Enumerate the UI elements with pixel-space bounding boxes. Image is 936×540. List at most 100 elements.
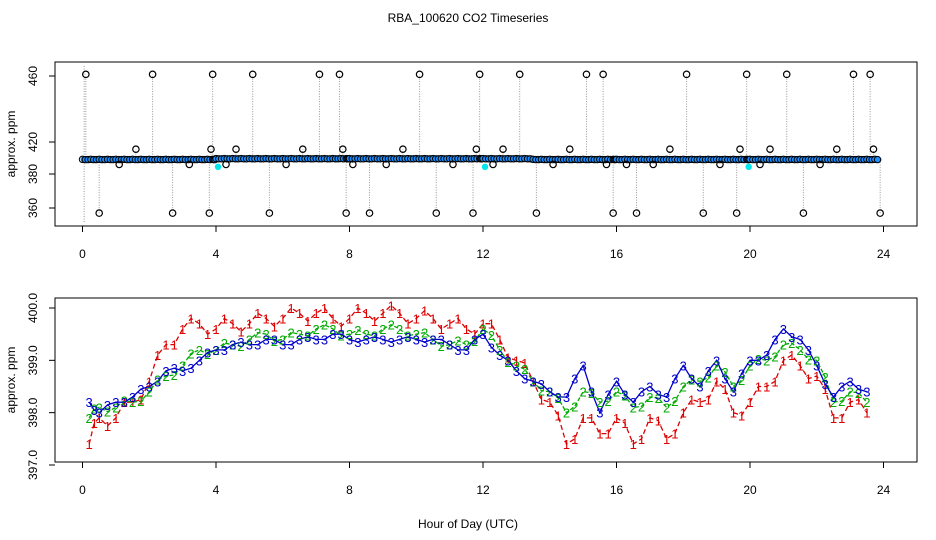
series-2-marker: 2 — [279, 332, 286, 347]
spike-point — [432, 209, 441, 217]
series-1-marker: 1 — [671, 427, 678, 442]
series-2-marker: 2 — [713, 359, 720, 374]
series-3-marker: 3 — [279, 338, 286, 353]
series-1-marker: 1 — [780, 353, 787, 368]
series-2-marker: 2 — [338, 329, 345, 344]
series-3-marker: 3 — [446, 338, 453, 353]
series-3-marker: 3 — [271, 332, 278, 347]
spike-point — [609, 209, 617, 217]
spike-point — [682, 70, 691, 79]
series-1-marker: 1 — [538, 393, 545, 408]
series-1-marker: 1 — [346, 311, 353, 326]
series-2-marker: 2 — [429, 332, 436, 347]
series-1-marker: 1 — [146, 374, 153, 389]
spike-point — [756, 160, 764, 169]
flagged-point — [481, 163, 489, 170]
top-x-tick-label: 4 — [213, 247, 220, 261]
series-1-marker: 1 — [730, 406, 737, 421]
series-1-marker: 1 — [571, 432, 578, 447]
series-3-marker: 3 — [730, 385, 737, 400]
top-x-tick-label: 16 — [610, 247, 624, 261]
spike-point — [349, 160, 357, 169]
series-2-marker: 2 — [863, 395, 870, 410]
series-2-marker: 2 — [329, 322, 336, 337]
series-1-marker: 1 — [338, 319, 345, 334]
series-2-marker: 2 — [112, 400, 119, 415]
series-1-marker: 1 — [830, 411, 837, 426]
series-1-marker: 1 — [638, 432, 645, 447]
series-2-marker: 2 — [513, 359, 520, 374]
series-3-marker: 3 — [146, 380, 153, 395]
series-3-marker: 3 — [655, 387, 662, 402]
series-1-marker: 1 — [763, 380, 770, 395]
spike-point — [82, 70, 90, 79]
series-1-marker: 1 — [513, 353, 520, 368]
series-2-marker: 2 — [421, 326, 428, 341]
series-1-marker: 1 — [421, 304, 428, 319]
series-3-marker: 3 — [513, 364, 520, 379]
series-3-marker: 3 — [121, 395, 128, 410]
series-2-marker: 2 — [730, 380, 737, 395]
series-3-marker: 3 — [746, 353, 753, 368]
spike-point — [168, 209, 177, 217]
series-3-marker: 3 — [847, 374, 854, 389]
series-2-marker: 2 — [646, 390, 653, 405]
series-2-marker: 2 — [363, 327, 370, 342]
series-3-marker: 3 — [388, 335, 395, 350]
series-1-marker: 1 — [363, 306, 370, 321]
series-3-marker: 3 — [571, 372, 578, 387]
top-points — [78, 70, 884, 217]
series-2-marker: 2 — [571, 399, 578, 414]
spike-point — [632, 209, 641, 217]
series-2-marker: 2 — [488, 328, 495, 343]
series-1-marker: 1 — [580, 411, 587, 426]
top-y-tick-label: 420 — [26, 132, 40, 152]
series-3-marker: 3 — [379, 332, 386, 347]
series-3-marker: 3 — [237, 335, 244, 350]
series-3-marker: 3 — [596, 406, 603, 421]
series-2-marker: 2 — [413, 327, 420, 342]
series-2-marker: 2 — [780, 338, 787, 353]
series-3-marker: 3 — [721, 372, 728, 387]
series-1-marker: 1 — [596, 427, 603, 442]
series-1-marker: 1 — [237, 325, 244, 340]
series-2-marker: 2 — [321, 318, 328, 333]
bottom-y-tick-label: 400.0 — [26, 293, 40, 323]
top-panel-frame — [54, 61, 918, 227]
series-1-marker: 1 — [271, 319, 278, 334]
series-3-marker: 3 — [129, 390, 136, 405]
series-1-marker: 1 — [529, 374, 536, 389]
series-3-marker: 3 — [86, 395, 93, 410]
series-1-marker: 1 — [554, 408, 561, 423]
series-2-marker: 2 — [671, 394, 678, 409]
series-3-marker: 3 — [521, 372, 528, 387]
spike-point — [782, 70, 791, 79]
series-3-marker: 3 — [162, 364, 169, 379]
series-3-marker: 3 — [646, 380, 653, 395]
series-2-marker: 2 — [396, 322, 403, 337]
series-1-marker: 1 — [404, 317, 411, 332]
series-3-marker: 3 — [855, 382, 862, 397]
spike-point — [382, 160, 391, 169]
bottom-panel-frame — [54, 297, 918, 463]
series-2-marker: 2 — [121, 394, 128, 409]
series-3-marker: 3 — [154, 374, 161, 389]
series-2-marker: 2 — [546, 385, 553, 400]
series-2-marker: 2 — [446, 338, 453, 353]
series-2-marker: 2 — [663, 400, 670, 415]
series-2-marker: 2 — [179, 359, 186, 374]
series-2-marker: 2 — [354, 323, 361, 338]
series-1-marker: 1 — [613, 411, 620, 426]
spike-point — [248, 70, 257, 79]
series-1-marker: 1 — [546, 395, 553, 410]
series-1-marker: 1 — [229, 317, 236, 332]
series-3-marker: 3 — [671, 372, 678, 387]
spike-point — [148, 70, 157, 79]
top-y-tick-label: 360 — [26, 198, 40, 218]
series-3-marker: 3 — [91, 403, 98, 418]
series-2-marker: 2 — [262, 327, 269, 342]
series-2-marker: 2 — [221, 336, 228, 351]
series-3-marker: 3 — [346, 332, 353, 347]
top-x-axis: 0 4 8 12 16 20 24 — [79, 226, 890, 261]
series-2-marker: 2 — [638, 399, 645, 414]
